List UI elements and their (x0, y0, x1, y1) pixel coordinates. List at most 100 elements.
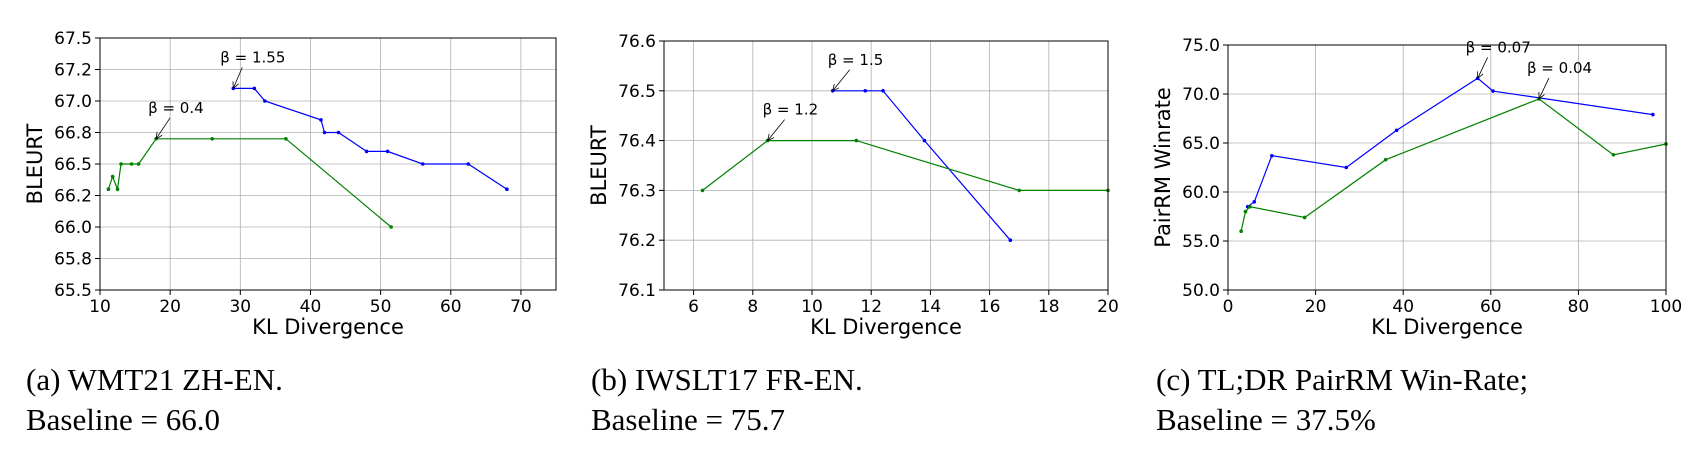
caption-b-line1: (b) IWSLT17 FR-EN. (591, 362, 863, 397)
x-tick-label: 70 (510, 297, 532, 317)
green-series-line (1240, 98, 1667, 232)
blue-series-point (466, 162, 471, 166)
blue-series-point (1252, 200, 1257, 204)
y-tick-label: 76.3 (618, 181, 656, 201)
blue-series-point (1491, 89, 1495, 93)
y-tick-label: 50.0 (1182, 281, 1220, 301)
caption-a-line1: (a) WMT21 ZH-EN. (26, 362, 283, 397)
y-tick-label: 67.2 (54, 61, 92, 81)
x-tick-label: 12 (860, 297, 882, 317)
green-series-point (210, 137, 215, 141)
green-series-line (702, 140, 1108, 191)
blue-series-point (322, 130, 327, 135)
green-series-point (115, 187, 120, 191)
annotation-arrowhead (1477, 71, 1484, 80)
green-series-point (136, 162, 141, 166)
blue-series-point (252, 86, 257, 91)
y-tick-label: 76.4 (618, 132, 656, 152)
y-tick-label: 76.5 (618, 82, 656, 102)
y-tick-label: 66.8 (54, 124, 92, 144)
x-tick-label: 10 (89, 297, 111, 317)
y-tick-label: 76.1 (618, 281, 656, 301)
x-tick-label: 100 (1650, 297, 1682, 317)
green-series-point (389, 225, 393, 229)
x-tick-label: 80 (1568, 297, 1590, 317)
y-tick-label: 65.8 (54, 250, 92, 270)
blue-series-point (385, 149, 390, 154)
y-tick-label: 66.2 (54, 187, 92, 207)
x-tick-label: 14 (920, 297, 942, 317)
annotation-label: β = 1.2 (763, 101, 819, 119)
blue-series-point (420, 162, 425, 166)
annotation-label: β = 1.55 (220, 48, 285, 66)
x-tick-label: 60 (1480, 297, 1502, 317)
caption-c-line1: (c) TL;DR PairRM Win-Rate; (1156, 362, 1529, 397)
green-series-point (1239, 229, 1243, 233)
annotation-label: β = 0.4 (148, 99, 204, 117)
caption-b-line2: Baseline = 75.7 (591, 402, 785, 437)
blue-series-point (336, 130, 341, 135)
blue-series-point (364, 149, 369, 154)
x-tick-label: 16 (979, 297, 1001, 317)
green-series-point (1383, 157, 1388, 162)
x-tick-label: 10 (801, 297, 823, 317)
caption-a: (a) WMT21 ZH-EN. Baseline = 66.0 (26, 360, 283, 440)
green-series-point (1611, 152, 1616, 157)
annotation-label: β = 0.07 (1466, 38, 1531, 56)
x-tick-label: 30 (229, 297, 251, 317)
green-series-point (700, 188, 705, 193)
green-series-point (1243, 209, 1248, 214)
y-tick-label: 67.5 (54, 29, 92, 49)
y-tick-label: 55.0 (1182, 232, 1220, 252)
blue-series-point (263, 99, 267, 103)
blue-series-line (832, 90, 1011, 241)
annotation-label: β = 1.5 (828, 51, 884, 69)
x-tick-label: 8 (747, 297, 758, 317)
axes-frame (1227, 44, 1667, 291)
y-tick-label: 67.0 (54, 92, 92, 112)
x-tick-label: 40 (1392, 297, 1414, 317)
y-axis-label: BLEURT (587, 125, 611, 206)
blue-series-point (1008, 238, 1013, 242)
annotation-label: β = 0.04 (1527, 59, 1592, 77)
x-tick-label: 0 (1223, 297, 1234, 317)
x-tick-label: 18 (1038, 297, 1060, 317)
y-tick-label: 66.0 (54, 218, 92, 238)
caption-c-line2: Baseline = 37.5% (1156, 402, 1376, 437)
y-tick-label: 65.0 (1182, 134, 1220, 154)
x-tick-label: 6 (688, 297, 699, 317)
annotation-arrow (832, 69, 851, 92)
blue-series-point (505, 187, 509, 191)
panel-2: 6 8 10 12 14 16 18 20 76.1 76.2 76.3 76.4 76.5 76.6 KL… (587, 32, 1119, 339)
axes-frame (663, 40, 1109, 291)
annotation-arrow (155, 117, 171, 140)
caption-c: (c) TL;DR PairRM Win-Rate; Baseline = 37… (1156, 360, 1528, 440)
y-axis-label: BLEURT (23, 124, 47, 205)
green-series-line (107, 138, 392, 228)
y-tick-label: 60.0 (1182, 183, 1220, 203)
x-axis-label: KL Divergence (1371, 315, 1523, 339)
annotation-arrowhead (832, 83, 840, 92)
annotation-arrowhead (155, 131, 163, 140)
caption-a-line2: Baseline = 66.0 (26, 402, 220, 437)
annotation-arrowhead (767, 133, 775, 142)
x-tick-label: 20 (1305, 297, 1327, 317)
annotation-arrow (1538, 77, 1550, 100)
y-tick-label: 76.6 (618, 32, 656, 52)
x-tick-label: 60 (440, 297, 462, 317)
green-series-point (106, 187, 111, 191)
y-tick-label: 65.5 (54, 281, 92, 301)
y-axis-label: PairRM Winrate (1151, 87, 1175, 248)
blue-series-point (1344, 165, 1349, 170)
blue-series-point (863, 89, 868, 93)
panel-3: 0 20 40 60 80 100 50.0 55.0 60.0 65.0 70.0 75.0 KL D… (1151, 36, 1682, 339)
annotation-arrowhead (1538, 91, 1545, 100)
blue-series-point (1394, 128, 1399, 133)
green-series-point (1017, 188, 1021, 193)
panel-1: 10 20 30 40 50 60 70 65.5 65.8 66.0 66.2 66.5 66.8 67… (23, 29, 557, 339)
x-axis-label: KL Divergence (252, 315, 404, 339)
green-series-point (129, 162, 134, 166)
x-tick-label: 40 (300, 297, 322, 317)
green-series-point (284, 137, 288, 141)
